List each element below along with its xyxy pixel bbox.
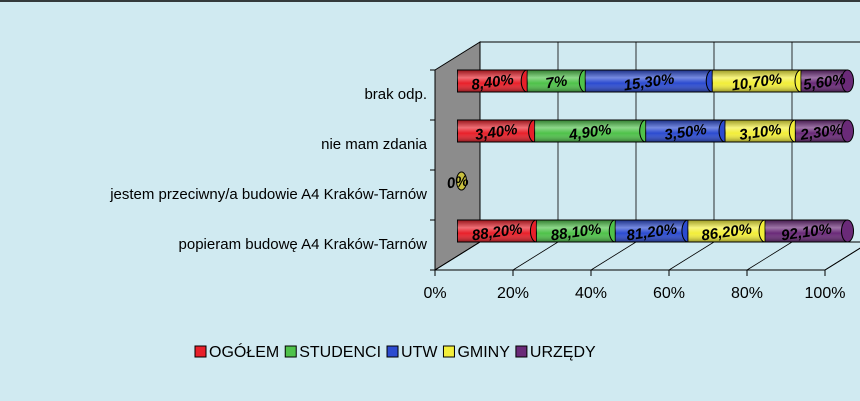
- category-label: nie mam zdania: [321, 136, 428, 153]
- x-tick-label: 60%: [653, 285, 685, 302]
- segment-shade: [801, 70, 848, 92]
- bar-segment: [457, 219, 543, 243]
- bar-segment: [645, 119, 732, 143]
- value-label: 88,20%: [471, 220, 524, 244]
- x-tick-label: 40%: [575, 285, 607, 302]
- value-label: 7%: [545, 73, 569, 93]
- legend-label: GMINY: [457, 344, 510, 361]
- value-label: 4,90%: [567, 121, 612, 144]
- category-label: popieram budowę A4 Kraków-Tarnów: [179, 236, 428, 253]
- legend-swatch: [386, 345, 399, 358]
- grid-line: [590, 241, 637, 271]
- category-label: brak odp.: [364, 86, 427, 103]
- segment-shade: [765, 220, 848, 242]
- legend-swatch: [284, 345, 297, 358]
- x-tick-label: 0%: [423, 285, 446, 302]
- value-label: 5,60%: [802, 71, 846, 94]
- segment-cap: [841, 219, 854, 243]
- segment-shade: [615, 220, 688, 242]
- legend-label: URZĘDY: [530, 344, 596, 361]
- segment-shade: [457, 220, 537, 242]
- legend-label: UTW: [401, 344, 438, 361]
- legend-swatch: [194, 345, 207, 358]
- segment-shade: [457, 120, 535, 142]
- bar-segment: [711, 69, 808, 93]
- value-label: 15,30%: [623, 70, 676, 94]
- segment-shade: [534, 120, 646, 142]
- value-label: 3,50%: [663, 121, 707, 144]
- value-label: 81,20%: [625, 220, 678, 244]
- value-label: 88,10%: [550, 220, 603, 244]
- floor: [433, 241, 860, 271]
- bar-segment: [764, 219, 854, 243]
- bar-segment: [534, 119, 653, 143]
- value-label: 3,40%: [474, 121, 518, 144]
- segment-cap: [841, 119, 854, 143]
- segment-shade: [536, 220, 616, 242]
- segment-cap: [841, 69, 854, 93]
- bar-segment: [794, 119, 854, 143]
- segment-shade: [457, 70, 528, 92]
- legend-swatch: [515, 345, 528, 358]
- x-tick-label: 20%: [497, 285, 529, 302]
- segment-shade: [645, 120, 726, 142]
- segment-cap: [456, 171, 467, 191]
- value-label: 2,30%: [798, 121, 843, 144]
- grid-line: [512, 241, 559, 271]
- bar-segment: [800, 69, 854, 93]
- segment-shade: [585, 70, 713, 92]
- x-tick-label: 80%: [731, 285, 763, 302]
- category-label: jestem przeciwny/a budowie A4 Kraków-Tar…: [109, 186, 427, 203]
- x-tick-label: 100%: [805, 285, 846, 302]
- value-label: 3,10%: [738, 121, 782, 144]
- bar-segment: [687, 219, 772, 243]
- segment-shade: [795, 120, 848, 142]
- value-label: 92,10%: [780, 220, 833, 244]
- grid-line: [824, 247, 860, 271]
- legend-label: STUDENCI: [299, 344, 381, 361]
- bar-segment: [535, 219, 622, 243]
- legend-swatch: [442, 345, 455, 358]
- segment-shade: [712, 70, 802, 92]
- legend-label: OGÓŁEM: [209, 342, 279, 361]
- grid-line: [746, 241, 793, 271]
- grid-line: [434, 241, 481, 271]
- value-label: 8,40%: [470, 71, 514, 94]
- value-label: 86,20%: [700, 220, 753, 244]
- segment-shade: [725, 120, 796, 142]
- value-label: 0%: [446, 173, 470, 193]
- grid-line: [668, 241, 715, 271]
- segment-shade: [527, 70, 586, 92]
- bar-segment: [456, 171, 467, 191]
- segment-shade: [687, 220, 766, 242]
- value-label: 10,70%: [730, 70, 783, 94]
